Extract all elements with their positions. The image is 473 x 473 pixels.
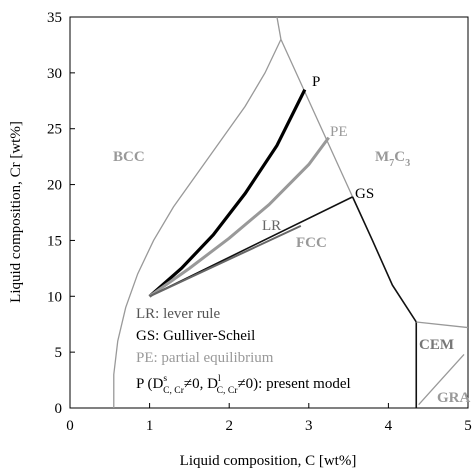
x-tick-label: 1	[146, 418, 154, 434]
text-segment: C	[394, 149, 405, 165]
y-tick-label: 35	[47, 10, 62, 26]
phase-label: M7C3	[375, 149, 410, 169]
curve-label: LR	[262, 218, 281, 234]
phase-boundary	[280, 39, 354, 198]
text-segment: C, Cr	[217, 385, 239, 396]
x-tick-label: 0	[66, 418, 74, 434]
curve-label: P	[312, 74, 320, 90]
x-tick-label: 3	[305, 418, 313, 434]
y-tick-label: 0	[55, 401, 63, 417]
legend-note: P (Ds C, Cr≠0, Dl C, Cr≠0): present model	[136, 373, 351, 396]
curve	[148, 136, 330, 298]
phase-boundary	[418, 353, 465, 406]
y-tick-label: 15	[47, 233, 62, 249]
curve	[149, 224, 302, 298]
text-segment: 3	[405, 158, 410, 169]
legend-note: LR: lever rule	[136, 306, 220, 322]
text-segment: C, Cr	[163, 385, 185, 396]
phase-boundary	[351, 196, 418, 408]
y-tick-label: 20	[47, 178, 62, 194]
curve	[148, 88, 307, 298]
phase-label: BCC	[113, 149, 145, 165]
text-segment: GS: Gulliver-Scheil	[136, 328, 255, 344]
legend-note: GS: Gulliver-Scheil	[136, 328, 255, 344]
legend-note: PE: partial equilibrium	[136, 350, 274, 366]
x-tick-label: 2	[225, 418, 233, 434]
curve-label: PE	[330, 124, 348, 140]
text-segment: l	[218, 373, 221, 384]
phase-label: FCC	[296, 235, 327, 251]
y-tick-label: 5	[55, 345, 63, 361]
text-segment: GRA	[437, 390, 471, 406]
text-segment: LR: lever rule	[136, 306, 220, 322]
x-tick-label: 5	[464, 418, 472, 434]
text-segment: P (D	[136, 376, 164, 392]
phase-label: GRA	[437, 390, 471, 406]
x-tick-label: 4	[385, 418, 393, 434]
curve-label: GS	[355, 186, 374, 202]
phase-boundary	[113, 39, 282, 408]
y-tick-label: 30	[47, 66, 62, 82]
text-segment: CEM	[419, 337, 454, 353]
text-segment: 7	[389, 158, 394, 169]
text-segment: M	[375, 149, 389, 165]
plot-frame	[69, 16, 469, 409]
y-tick-label: 25	[47, 122, 62, 138]
phase-label: CEM	[419, 337, 454, 353]
text-segment: FCC	[296, 235, 327, 251]
x-axis-label: Liquid composition, C [wt%]	[180, 453, 357, 469]
phase-boundary	[276, 16, 282, 40]
y-axis-label: Liquid composition, Cr [wt%]	[8, 121, 24, 303]
text-segment: s	[163, 373, 167, 384]
text-segment: PE: partial equilibrium	[136, 350, 274, 366]
text-segment: ≠0, D	[184, 376, 218, 392]
text-segment: BCC	[113, 149, 145, 165]
phase-boundary	[416, 321, 469, 329]
y-tick-label: 10	[47, 289, 62, 305]
text-segment: ≠0): present model	[237, 376, 350, 392]
